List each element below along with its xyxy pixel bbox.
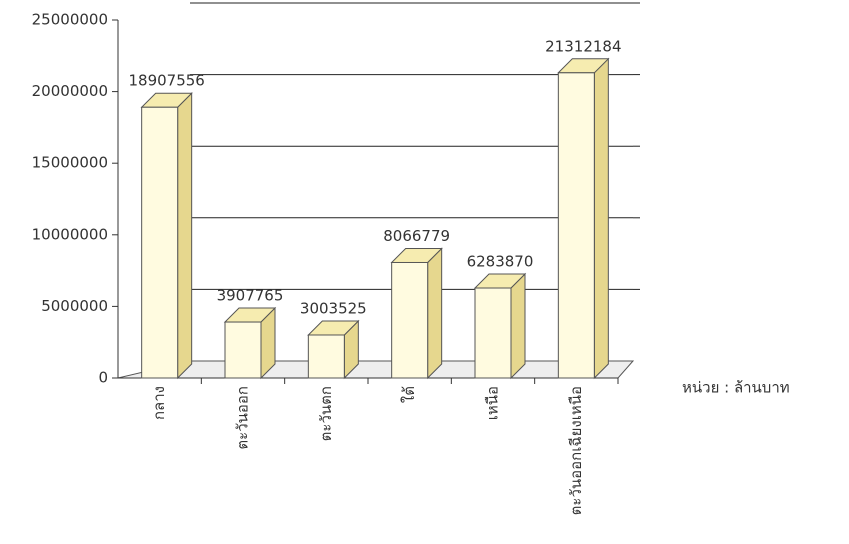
value-label: 6283870 [467, 253, 534, 271]
bar [557, 72, 595, 379]
value-label: 8066779 [383, 227, 450, 245]
x-tick-label: ตะวันออกเฉียงเหนือ [567, 386, 585, 515]
bar-side [510, 272, 526, 380]
value-label: 21312184 [545, 37, 621, 55]
unit-note: หน่วย : ล้านบาท [682, 379, 790, 397]
x-tick-label: เหนือ [484, 386, 502, 420]
value-label: 3907765 [217, 287, 284, 305]
bar-side [177, 92, 193, 380]
x-tick-label: ใต้ [400, 386, 418, 403]
bar [391, 261, 429, 379]
y-tick-label: 10000000 [32, 225, 108, 243]
y-tick-label: 5000000 [41, 297, 108, 315]
bar [307, 334, 345, 379]
y-tick-label: 15000000 [32, 154, 108, 172]
floor [117, 360, 635, 379]
y-tick-label: 20000000 [32, 82, 108, 100]
bar-side [593, 57, 609, 380]
x-tick-label: ตะวันตก [317, 386, 335, 441]
x-tick-label: ตะวันออก [234, 386, 252, 450]
y-tick-label: 0 [98, 369, 108, 387]
value-label: 18907556 [128, 72, 204, 90]
bar [224, 321, 262, 379]
bar [141, 106, 179, 379]
bar-side [427, 247, 443, 380]
bar [474, 287, 512, 379]
y-tick-label: 25000000 [32, 11, 108, 29]
value-label: 3003525 [300, 299, 367, 317]
x-tick-label: กลาง [150, 386, 168, 420]
